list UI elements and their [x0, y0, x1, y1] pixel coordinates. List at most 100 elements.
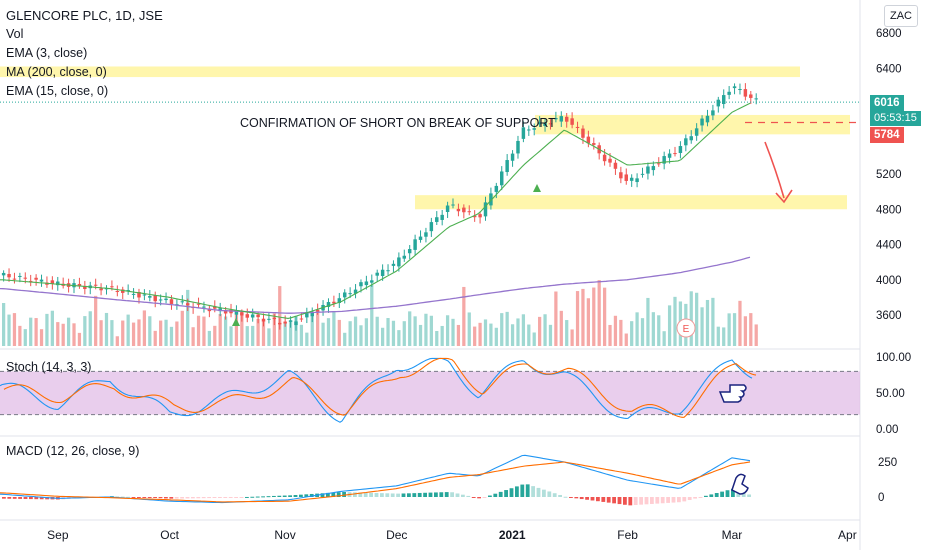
candle-body	[743, 89, 748, 97]
macd-histogram-bar	[455, 493, 460, 497]
macd-histogram-bar	[147, 497, 152, 498]
volume-bar	[343, 332, 347, 346]
candle-body	[705, 115, 710, 123]
candle-body	[240, 312, 244, 316]
macd-histogram-bar	[396, 493, 400, 497]
candle-body	[478, 214, 482, 218]
macd-histogram-bar	[714, 493, 719, 497]
volume-bar	[705, 299, 710, 346]
arrow-head	[775, 189, 793, 204]
macd-pane-label[interactable]: MACD (12, 26, close, 9)	[6, 444, 140, 458]
macd-histogram-bar	[509, 488, 514, 497]
macd-histogram-bar	[336, 492, 341, 497]
macd-histogram-bar	[174, 497, 179, 499]
volume-bar	[727, 313, 731, 346]
macd-histogram-bar	[120, 496, 125, 498]
macd-histogram-bar	[709, 494, 714, 497]
volume-bar	[299, 324, 304, 346]
volume-bar	[592, 287, 596, 346]
candle-body	[467, 211, 471, 213]
macd-histogram-bar	[390, 493, 395, 497]
candle-body	[12, 278, 17, 280]
stoch-pane-label[interactable]: Stoch (14, 3, 3)	[6, 360, 92, 374]
annotation-text: CONFIRMATION OF SHORT ON BREAK OF SUPPOR…	[240, 116, 556, 130]
volume-bar	[191, 327, 195, 346]
volume-bar	[34, 318, 38, 346]
volume-bar	[18, 325, 22, 346]
stoch-k-line	[0, 357, 753, 423]
macd-histogram-bar	[525, 484, 530, 497]
candle-body	[445, 205, 450, 212]
volume-bar	[240, 312, 244, 346]
macd-histogram-bar	[320, 493, 325, 497]
legend-ema-3[interactable]: EMA (3, close)	[6, 46, 88, 60]
macd-histogram-bar	[331, 492, 336, 497]
candle-body	[288, 320, 293, 322]
signal-line	[0, 461, 751, 503]
candle-body	[359, 282, 363, 287]
volume-bar	[619, 319, 623, 346]
volume-bar	[440, 325, 444, 346]
volume-bar	[381, 327, 385, 346]
macd-histogram-bar	[617, 497, 622, 505]
candle-body	[727, 91, 731, 95]
candle-body	[483, 202, 488, 217]
macd-histogram-bar	[590, 497, 595, 501]
macd-histogram-bar	[698, 497, 703, 498]
candle-body	[142, 294, 147, 296]
legend-ema-15[interactable]: EMA (15, close, 0)	[6, 84, 109, 98]
support-zone-2	[415, 195, 847, 210]
macd-histogram-bar	[228, 497, 233, 498]
volume-bar	[667, 305, 672, 346]
legend-ma-200[interactable]: MA (200, close, 0)	[6, 65, 107, 79]
macd-histogram-bar	[142, 497, 147, 498]
volume-bar	[142, 310, 147, 346]
volume-bar	[451, 318, 455, 346]
volume-bar	[115, 336, 119, 346]
macd-histogram-bar	[191, 497, 195, 499]
candle-body	[489, 193, 493, 206]
candle-body	[548, 123, 553, 125]
candle-body	[494, 185, 499, 192]
macd-histogram-bar	[655, 497, 660, 504]
volume-bar	[283, 323, 287, 346]
volume-bar	[635, 312, 639, 346]
macd-histogram-bar	[623, 497, 627, 505]
volume-bar	[743, 316, 748, 346]
macd-histogram-bar	[428, 492, 433, 497]
candle-body	[472, 215, 477, 218]
symbol-title[interactable]: GLENCORE PLC, 1D, JSE	[6, 8, 163, 23]
earnings-marker	[676, 318, 696, 338]
macd-histogram-bar	[363, 492, 368, 497]
price-tick-label: 6400	[876, 63, 902, 75]
macd-histogram-bar	[498, 491, 503, 497]
macd-histogram-bar	[207, 497, 211, 499]
currency-button[interactable]: ZAC	[884, 5, 918, 27]
volume-bar	[527, 324, 531, 346]
candle-body	[451, 204, 455, 206]
time-tick-label: 2021	[499, 528, 526, 542]
macd-histogram-bar	[644, 497, 649, 505]
legend-volume[interactable]: Vol	[6, 27, 24, 41]
macd-histogram-bar	[693, 497, 697, 499]
macd-histogram-bar	[552, 493, 557, 497]
volume-bar	[386, 318, 390, 346]
volume-bar	[213, 325, 217, 346]
volume-bar	[613, 315, 618, 346]
macd-histogram-bar	[704, 495, 708, 497]
macd-histogram-bar	[304, 494, 309, 497]
time-tick-label: Nov	[274, 528, 295, 542]
stoch-tick-label: 50.00	[876, 388, 905, 400]
macd-histogram-bar	[261, 496, 265, 498]
candle-body	[510, 153, 515, 161]
candle-body	[207, 308, 212, 312]
candle-body	[348, 293, 352, 295]
volume-bar	[402, 321, 406, 346]
macd-histogram-bar	[731, 488, 735, 497]
candle-body	[613, 162, 618, 169]
candle-body	[261, 318, 266, 322]
candle-body	[83, 285, 87, 290]
candle-body	[164, 298, 168, 301]
volume-bar	[651, 312, 655, 346]
candle-body	[554, 117, 558, 120]
